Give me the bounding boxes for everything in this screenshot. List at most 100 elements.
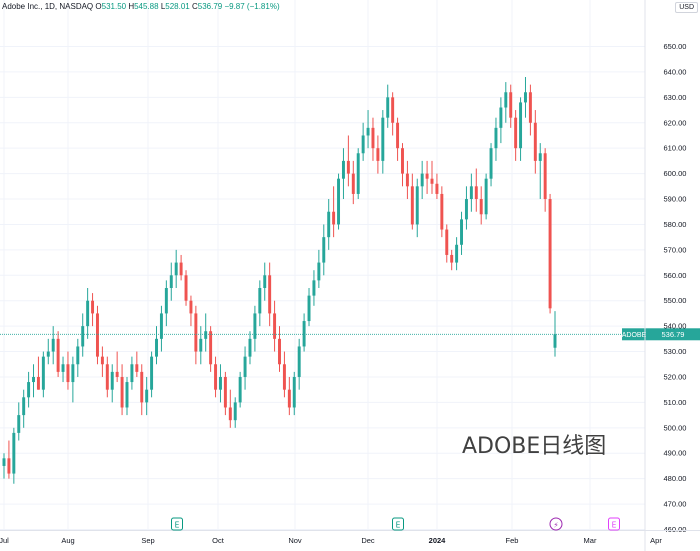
y-tick-label: 570.00 [664, 245, 687, 254]
candle-body [440, 193, 444, 230]
candle-body [7, 458, 11, 474]
candle-body [179, 262, 183, 276]
candle-body [297, 346, 301, 377]
candle-body [327, 211, 331, 238]
y-tick-label: 650.00 [664, 42, 687, 51]
y-tick-label: 480.00 [664, 474, 687, 483]
candle-body [519, 102, 523, 149]
candle-body [332, 211, 336, 225]
candle-body [233, 402, 237, 421]
candle-body [435, 183, 439, 194]
earnings-marker-icon [392, 517, 404, 531]
event-marker-label: ⚡ [553, 521, 558, 530]
symbol-title: Adobe Inc., 1D, NASDAQ [2, 2, 94, 11]
candle-body [218, 376, 222, 390]
candle-body [548, 199, 552, 309]
x-tick-label: 2024 [429, 536, 447, 545]
y-tick-label: 460.00 [664, 525, 687, 534]
candle-body [115, 371, 119, 377]
last-price-badge [646, 328, 700, 341]
candle-body [268, 275, 272, 314]
candle-body [282, 364, 286, 390]
candle-body [209, 331, 213, 365]
candle-body [258, 288, 262, 314]
candle-body [61, 364, 65, 372]
open-value: 531.50 [101, 2, 127, 11]
candle-body [307, 295, 311, 322]
candle-body [361, 135, 365, 154]
candle-body [36, 376, 40, 390]
currency-badge[interactable]: USD [675, 2, 698, 13]
time-axis[interactable]: Jul Aug Sep Oct Nov Dec 2024 Feb Mar Apr [0, 530, 700, 546]
candle-body [164, 288, 168, 314]
candle-body [56, 338, 60, 372]
low-value: 528.01 [165, 2, 190, 11]
y-tick-label: 510.00 [664, 398, 687, 407]
candle-body [425, 173, 429, 179]
candle-body [273, 313, 277, 339]
candle-body [17, 415, 21, 433]
candle-body [504, 92, 508, 108]
candle-body [337, 178, 341, 225]
x-tick-label: Dec [361, 536, 375, 545]
candle-body [12, 432, 16, 474]
candle-body [538, 153, 542, 161]
candle-body [214, 364, 218, 390]
candle-body [341, 160, 345, 179]
candle-body [415, 186, 419, 225]
candle-body [95, 313, 99, 357]
y-tick-label: 470.00 [664, 500, 687, 509]
candle-body [474, 186, 478, 200]
candle-body [391, 97, 395, 123]
candle-body [494, 127, 498, 149]
candle-body [32, 376, 35, 383]
candle-body [238, 376, 242, 403]
last-price-label: 536.79 [662, 330, 685, 339]
close-label: C [191, 2, 198, 11]
candle-body [528, 92, 532, 123]
earnings-marker-icon [171, 517, 183, 531]
candle-body [76, 346, 80, 365]
candle-body [322, 237, 326, 263]
y-tick-label: 610.00 [664, 144, 687, 153]
candle-body [105, 364, 109, 390]
candle-body [346, 160, 350, 174]
candle-body [51, 338, 55, 352]
candle-body [445, 229, 449, 255]
candle-body [381, 117, 385, 161]
chart-header: Adobe Inc., 1D, NASDAQ O531.50 H545.88 L… [2, 2, 280, 11]
candle-body [553, 334, 557, 348]
y-tick-label: 600.00 [664, 169, 687, 178]
candle-body [66, 364, 70, 383]
y-tick-label: 560.00 [664, 271, 687, 280]
candle-body [484, 178, 488, 215]
price-axis[interactable]: 460.00 470.00 480.00 490.00 500.00 510.00 520.… [644, 0, 687, 551]
candle-body [430, 178, 434, 184]
open-label: O [95, 2, 102, 11]
candle-body [100, 356, 104, 365]
candle-body [27, 382, 31, 398]
earnings-marker-icon [608, 517, 620, 531]
candle-body [155, 338, 158, 357]
candle-body [120, 376, 124, 408]
candle-body [2, 458, 6, 466]
candle-body [455, 244, 459, 263]
candle-body [533, 122, 537, 161]
candle-body [302, 321, 306, 347]
candle-body [371, 127, 375, 149]
candle-body [189, 300, 193, 314]
symbol-badge [622, 328, 646, 341]
candle-body [460, 219, 464, 245]
candle-body [159, 313, 163, 339]
x-tick-label: Feb [506, 536, 519, 545]
candle-body [41, 356, 45, 390]
event-marker-label: E [396, 521, 401, 530]
candle-body [145, 389, 149, 403]
y-tick-label: 540.00 [664, 322, 687, 331]
y-tick-label: 620.00 [664, 118, 687, 127]
candle-body [223, 376, 227, 408]
candle-body [130, 364, 134, 383]
y-tick-label: 500.00 [664, 423, 687, 432]
candle-body [174, 262, 178, 276]
